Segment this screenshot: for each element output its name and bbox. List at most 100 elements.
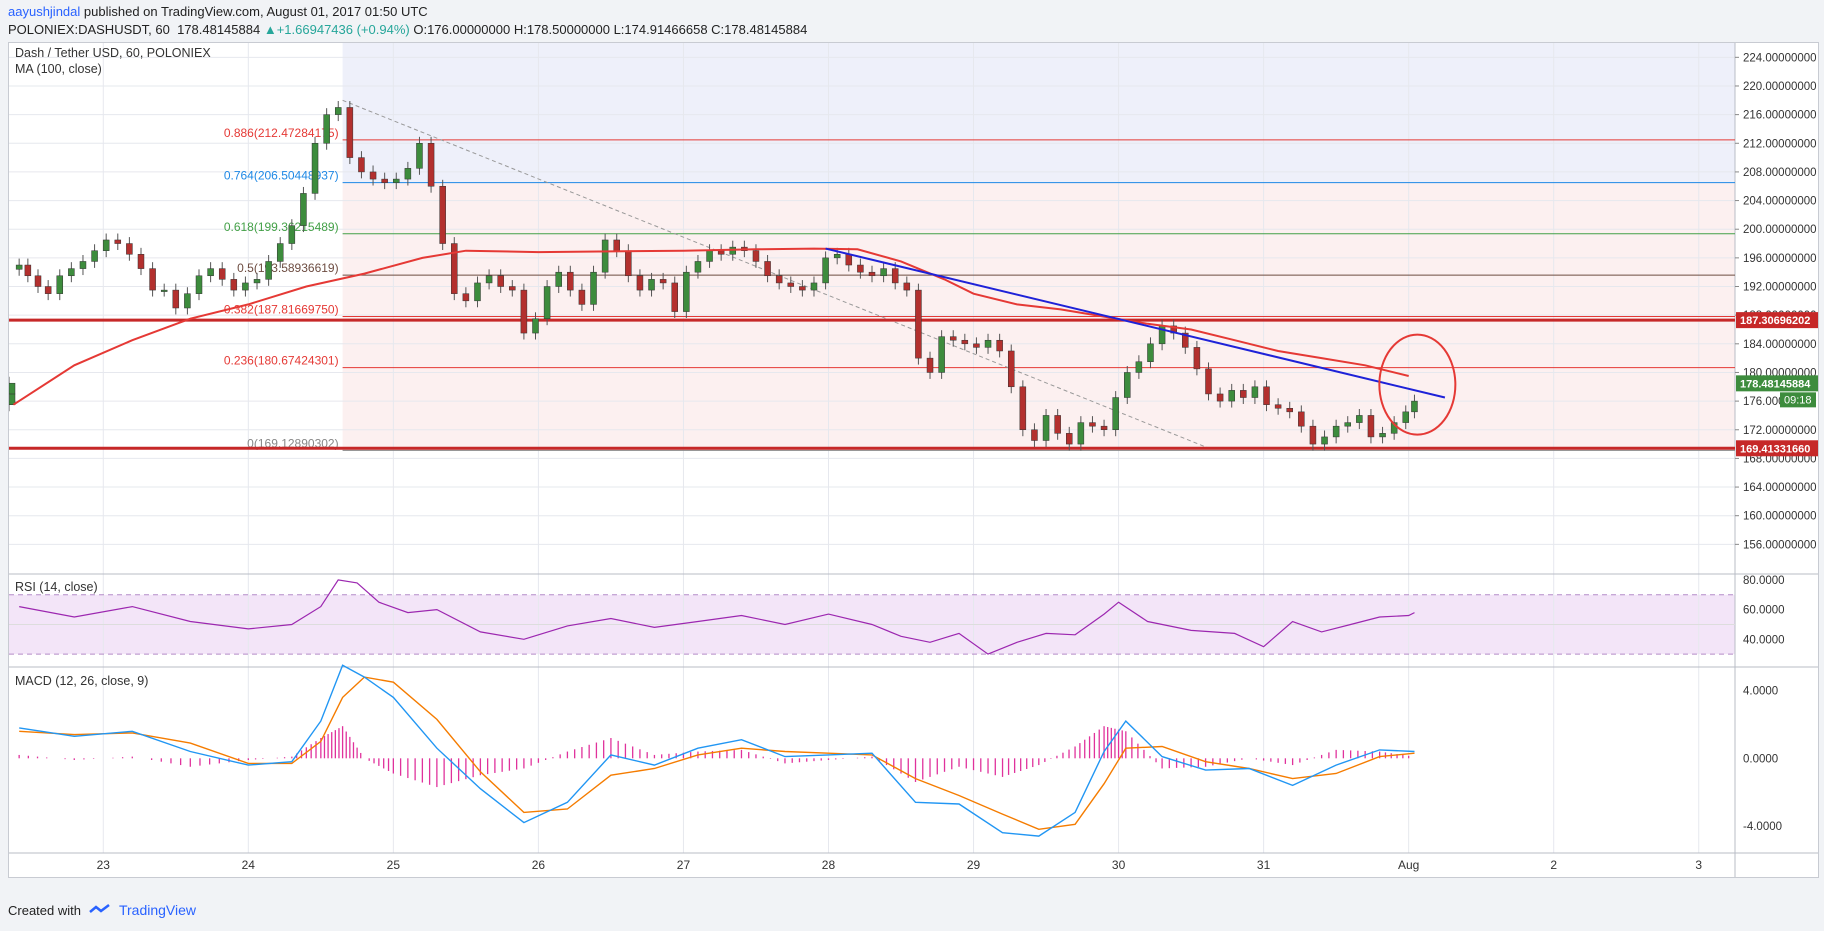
candle-body (613, 239, 620, 251)
fib-level-label: 0.618(199.36215489) (224, 220, 339, 234)
highlight-circle (1378, 333, 1457, 436)
candle-body (497, 275, 504, 287)
candles-layer (9, 101, 1418, 451)
chart-title: Dash / Tether USD, 60, POLONIEX (15, 46, 211, 60)
candle-body (265, 261, 272, 280)
candle-body (752, 250, 760, 262)
price-axis-label: 208.00000000 (1743, 167, 1817, 179)
footer: Created with TradingView (8, 902, 196, 918)
fib-level-label: 0.236(180.67424301) (224, 354, 339, 368)
candle-body (1007, 350, 1015, 388)
candle-body (439, 185, 446, 244)
candle-body (474, 282, 481, 302)
candle-body (764, 261, 771, 277)
overlay-layer (12, 247, 1457, 436)
candle-body (1042, 415, 1050, 441)
candle-body (1066, 433, 1073, 445)
fib-level-label: 0.764(206.50448937) (224, 169, 339, 183)
tradingview-logo-icon (89, 904, 110, 913)
time-axis-label: 3 (1695, 858, 1702, 872)
candle-body (532, 318, 539, 334)
chart-canvas[interactable]: 0.886(212.47284175) 0.764(206.50448937) 0.… (9, 43, 1818, 877)
axes-layer: 156.00000000 160.00000000 164.00000000 168.… (97, 52, 1818, 872)
fib-retracement-layer: 0.886(212.47284175) 0.764(206.50448937) 0.… (224, 99, 1735, 451)
candle-body (126, 243, 133, 255)
chart-header: aayushjindal published on TradingView.co… (0, 0, 1824, 40)
price-axis-label: 156.00000000 (1743, 539, 1817, 551)
candle-body (671, 282, 678, 312)
last-price-tag-bg (1736, 375, 1818, 392)
candle-body (195, 275, 203, 294)
candle-body (694, 261, 702, 273)
support-price-tag: 169.41331660 (1740, 443, 1810, 455)
chart-container[interactable]: 0.886(212.47284175) 0.764(206.50448937) 0.… (8, 42, 1819, 878)
candle-body (288, 225, 296, 244)
time-axis-label: 29 (967, 858, 981, 872)
support-resistance-layer (9, 318, 1735, 450)
candle-body (1240, 390, 1247, 398)
candle-body (1286, 408, 1293, 413)
candle-body (276, 243, 284, 262)
candle-body (915, 289, 922, 359)
author-link[interactable]: aayushjindal (8, 4, 81, 19)
candle-body (1402, 411, 1410, 423)
candle-body (1274, 404, 1282, 409)
tradingview-brand-link[interactable]: TradingView (118, 902, 197, 918)
macd-signal-line (19, 676, 1415, 831)
candle-body (857, 264, 864, 273)
candle-body (1228, 390, 1235, 402)
candle-body (1205, 368, 1212, 395)
candle-body (218, 268, 226, 280)
candle-body (636, 275, 644, 291)
macd-line (19, 664, 1415, 837)
candle-body (404, 168, 412, 180)
macd-axis-label: 0.0000 (1743, 753, 1778, 765)
candle-body (625, 250, 632, 277)
candle-body (683, 271, 690, 312)
fib-zone-upper (342, 43, 1735, 183)
candle-body (1031, 429, 1038, 441)
candle-body (984, 339, 992, 348)
candle-body (659, 279, 667, 284)
countdown-tag: 09:18 (1784, 394, 1812, 406)
candle-body (323, 114, 330, 144)
candle-body (868, 271, 876, 277)
text-layer: Dash / Tether USD, 60, POLONIEX MA (100, … (15, 46, 211, 688)
price-axis-label: 204.00000000 (1743, 196, 1817, 208)
candle-body (1332, 425, 1340, 438)
candle-body (462, 293, 470, 302)
fib-level-label: 0.5(193.58936619) (237, 261, 338, 275)
candle-body (1019, 386, 1027, 431)
price-axis-label: 224.00000000 (1743, 52, 1817, 64)
background-layer (9, 43, 1818, 877)
time-axis-label: 30 (1112, 858, 1126, 872)
candle-body (1147, 343, 1154, 362)
price-axis-label: 212.00000000 (1743, 138, 1817, 150)
fib-level-label: 0.886(212.47284175) (224, 126, 339, 140)
candle-body (1112, 397, 1119, 431)
symbol-label: POLONIEX:DASHUSDT, 60 (8, 22, 170, 37)
candle-body (1135, 361, 1143, 373)
candle-body (578, 289, 586, 305)
time-axis-label: 2 (1550, 858, 1557, 872)
resistance-price-tag: 187.30696202 (1740, 315, 1810, 327)
candle-body (891, 268, 899, 284)
candle-body (114, 239, 122, 244)
rsi-line (19, 579, 1415, 655)
candle-body (416, 143, 423, 169)
candle-body (903, 282, 911, 291)
candle-body (601, 239, 609, 273)
candle-body (973, 343, 980, 348)
last-price: 178.48145884 (177, 22, 261, 37)
candle-body (15, 264, 23, 270)
candle-body (543, 286, 551, 319)
price-axis-label: 184.00000000 (1743, 339, 1817, 351)
candle-body (207, 268, 214, 277)
candle-body (160, 289, 168, 292)
time-axis-label: 23 (97, 858, 111, 872)
fib-diagonal-line (342, 99, 1214, 451)
fib-level-label: 0.382(187.81669750) (224, 302, 339, 316)
candle-body (949, 336, 957, 341)
candle-body (1216, 393, 1224, 402)
candle-body (1054, 415, 1061, 434)
